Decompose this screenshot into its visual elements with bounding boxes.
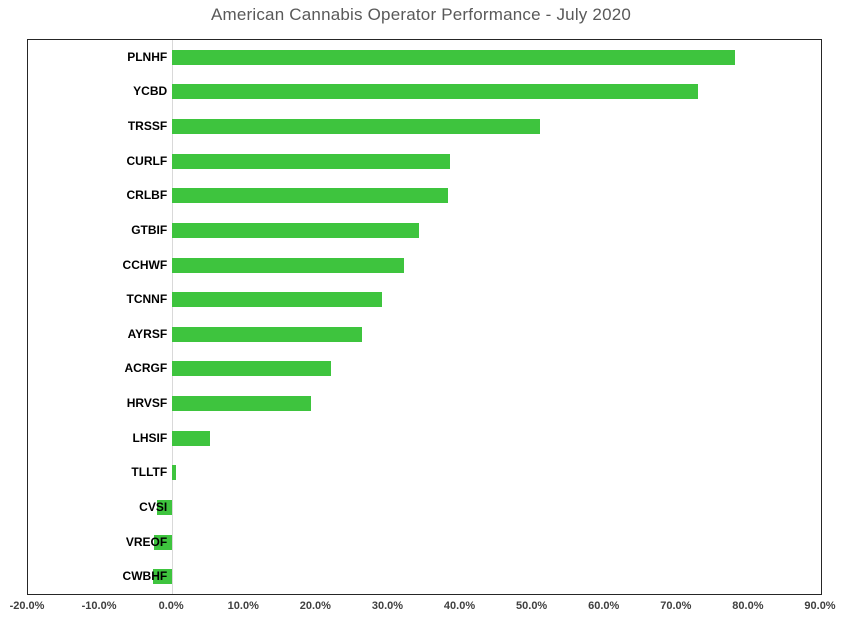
x-tick-label: 20.0%	[299, 600, 331, 612]
x-tick-label: 40.0%	[443, 600, 476, 612]
bar-row: CVSI	[28, 490, 821, 525]
bar-row: HRVSF	[28, 386, 821, 421]
category-label: AYRSF	[127, 326, 168, 341]
x-tick-label: 60.0%	[588, 600, 620, 612]
x-tick-label: 0.0%	[158, 600, 184, 612]
category-label: CRLBF	[126, 188, 168, 203]
bar	[172, 361, 332, 377]
bar-row: CWBHF	[28, 559, 821, 594]
category-label: CWBHF	[122, 569, 168, 584]
category-label: CVSI	[139, 499, 168, 514]
bar	[172, 292, 382, 308]
bar	[172, 153, 450, 169]
category-label: GTBIF	[131, 222, 168, 237]
x-tick-label: 50.0%	[516, 600, 548, 612]
x-tick-label: 90.0%	[804, 600, 836, 612]
x-tick-label: 10.0%	[227, 600, 259, 612]
bar-row: LHSIF	[28, 421, 821, 456]
chart-title: American Cannabis Operator Performance -…	[210, 5, 632, 24]
category-label: LHSIF	[132, 430, 168, 445]
bar	[172, 222, 420, 238]
category-label: VREOF	[125, 534, 168, 549]
bar-row: PLNHF	[28, 40, 821, 75]
bar-row: TRSSF	[28, 109, 821, 144]
bar	[172, 465, 176, 481]
bar-row: CURLF	[28, 144, 821, 179]
category-label: TRSSF	[127, 119, 168, 134]
category-label: CCHWF	[122, 257, 168, 272]
bar-row: CCHWF	[28, 248, 821, 283]
bar-row: GTBIF	[28, 213, 821, 248]
category-label: TLLTF	[131, 465, 168, 480]
category-label: PLNHF	[127, 49, 168, 64]
bar	[172, 396, 312, 412]
x-tick-label: -10.0%	[81, 600, 117, 612]
x-axis: -20.0% -10.0% 0.0% 10.0% 20.0% 30.0% 40.0% 50.0…	[0, 600, 842, 618]
bar-row: YCBD	[28, 75, 821, 110]
bar	[172, 326, 363, 342]
bar	[157, 499, 173, 515]
category-label: ACRGF	[124, 361, 168, 376]
bar-row: AYRSF	[28, 317, 821, 352]
bar	[172, 430, 210, 446]
bar	[172, 119, 540, 135]
x-tick-label: -20.0%	[9, 600, 45, 612]
bar	[154, 534, 173, 550]
bar	[172, 84, 699, 100]
bar-row: CRLBF	[28, 179, 821, 214]
bar	[172, 188, 449, 204]
bar-row: ACRGF	[28, 352, 821, 387]
bar	[172, 257, 405, 273]
category-label: YCBD	[133, 84, 168, 99]
bar-row: TLLTF	[28, 456, 821, 491]
plot-area: PLNHF YCBD TRSSF CURLF CRLBF GTBIF CCHWF TCNNF A…	[27, 39, 822, 595]
category-label: TCNNF	[126, 292, 168, 307]
bar-row: TCNNF	[28, 282, 821, 317]
category-label: HRVSF	[126, 396, 168, 411]
bar	[152, 569, 173, 585]
bar-row: VREOF	[28, 525, 821, 560]
x-tick-label: 70.0%	[660, 600, 692, 612]
bar	[172, 49, 736, 65]
category-label: CURLF	[126, 153, 168, 168]
zero-axis-line	[172, 40, 173, 594]
x-tick-label: 80.0%	[732, 600, 764, 612]
x-tick-label: 30.0%	[371, 600, 404, 612]
